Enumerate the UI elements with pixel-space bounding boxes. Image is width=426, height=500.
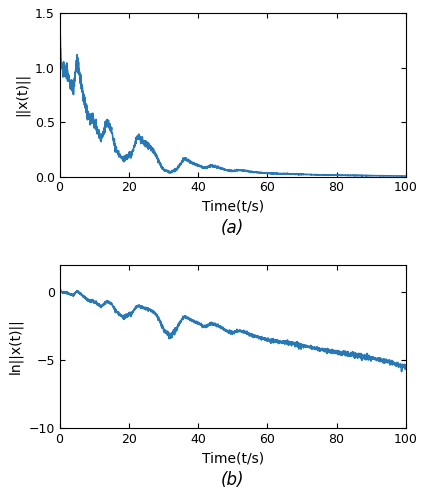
X-axis label: Time(t/s): Time(t/s) <box>201 200 264 214</box>
Text: (b): (b) <box>221 470 245 488</box>
Text: (a): (a) <box>221 219 244 237</box>
X-axis label: Time(t/s): Time(t/s) <box>201 452 264 466</box>
Y-axis label: ln||x(t)||: ln||x(t)|| <box>9 318 23 374</box>
Y-axis label: ||x(t)||: ||x(t)|| <box>15 74 29 116</box>
